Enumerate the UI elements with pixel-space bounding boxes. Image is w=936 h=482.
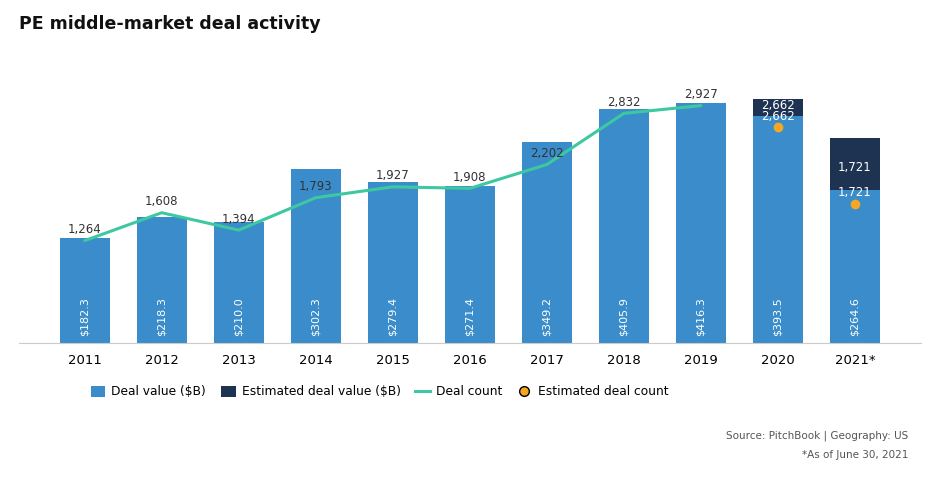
Bar [60, 238, 110, 343]
Text: *As of June 30, 2021: *As of June 30, 2021 [801, 450, 908, 460]
Text: 2,927: 2,927 [684, 88, 718, 101]
Text: 2,662: 2,662 [761, 99, 795, 112]
Bar [830, 190, 880, 343]
Text: 1,793: 1,793 [299, 180, 332, 193]
Text: 1,908: 1,908 [453, 171, 487, 184]
Text: 1,721: 1,721 [838, 161, 871, 174]
Text: $405.9: $405.9 [619, 297, 629, 336]
Legend: Deal value ($B), Estimated deal value ($B), Deal count, Estimated deal count: Deal value ($B), Estimated deal value ($… [86, 380, 673, 403]
Text: 1,394: 1,394 [222, 213, 256, 226]
Text: 2,662: 2,662 [761, 110, 795, 123]
Text: 1,721: 1,721 [838, 186, 871, 199]
Bar [213, 222, 264, 343]
Bar [599, 109, 649, 343]
Text: $264.6: $264.6 [850, 297, 860, 336]
Text: Source: PitchBook | Geography: US: Source: PitchBook | Geography: US [725, 430, 908, 441]
Bar [522, 142, 572, 343]
Text: 1,927: 1,927 [376, 169, 410, 182]
Text: $279.4: $279.4 [388, 297, 398, 336]
Text: $302.3: $302.3 [311, 297, 321, 336]
Text: PE middle-market deal activity: PE middle-market deal activity [19, 15, 320, 33]
Bar [291, 169, 341, 343]
Text: 2,202: 2,202 [530, 147, 563, 160]
Text: $218.3: $218.3 [156, 297, 167, 336]
Bar [368, 182, 417, 343]
Bar [753, 99, 803, 116]
Text: 1,264: 1,264 [67, 223, 102, 236]
Text: $416.3: $416.3 [695, 297, 706, 336]
Text: $210.0: $210.0 [234, 297, 243, 336]
Text: $182.3: $182.3 [80, 297, 90, 336]
Bar [676, 103, 726, 343]
Text: $271.4: $271.4 [465, 297, 475, 336]
Bar [445, 187, 495, 343]
Text: 1,608: 1,608 [145, 195, 179, 208]
Text: $393.5: $393.5 [773, 297, 782, 336]
Bar [137, 217, 187, 343]
Text: 2,832: 2,832 [607, 96, 640, 109]
Bar [753, 116, 803, 343]
Bar [830, 138, 880, 190]
Text: $349.2: $349.2 [542, 297, 552, 336]
